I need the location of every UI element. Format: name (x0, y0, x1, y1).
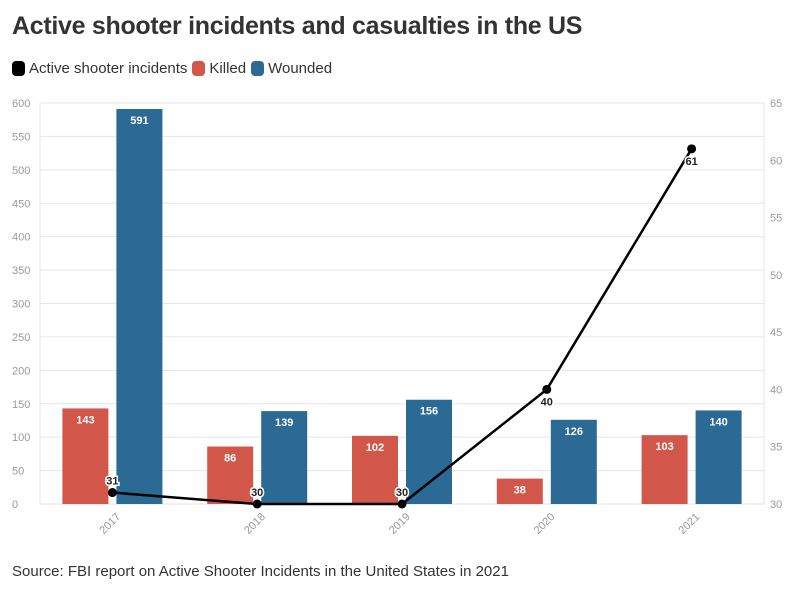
y-left-tick-label: 0 (12, 499, 18, 511)
y-right-tick-label: 30 (770, 499, 782, 511)
bar-killed (62, 408, 109, 504)
data-label-wounded: 591 (130, 115, 148, 127)
y-left-tick-label: 150 (12, 399, 30, 411)
x-tick-label: 2017 (97, 511, 123, 537)
x-tick-label: 2018 (242, 511, 268, 537)
data-label-incidents: 30 (396, 487, 408, 499)
data-label-killed: 103 (655, 441, 673, 453)
y-left-tick-label: 200 (12, 365, 30, 377)
x-tick-label: 2021 (677, 511, 703, 537)
source-note: Source: FBI report on Active Shooter Inc… (12, 563, 509, 580)
y-left-tick-label: 100 (12, 432, 30, 444)
bar-killed (641, 435, 688, 504)
bar-wounded (116, 109, 163, 504)
data-label-wounded: 140 (709, 416, 727, 428)
legend: Active shooter incidents Killed Wounded (12, 60, 337, 77)
legend-swatch-incidents (12, 61, 25, 76)
data-label-wounded: 139 (275, 417, 293, 429)
bar-wounded (261, 411, 308, 504)
y-left-tick-label: 400 (12, 232, 30, 244)
line-incidents (112, 148, 693, 506)
legend-item-wounded[interactable]: Wounded (251, 60, 332, 77)
legend-swatch-wounded (251, 61, 265, 76)
data-label-wounded: 156 (420, 406, 438, 418)
bar-killed (352, 435, 398, 504)
point-incidents (397, 499, 407, 509)
y-right-tick-label: 55 (770, 213, 782, 225)
bar-wounded (406, 399, 452, 504)
legend-label-wounded: Wounded (268, 60, 333, 77)
y-right-tick-label: 40 (770, 384, 782, 396)
y-right-tick-label: 50 (770, 270, 782, 282)
chart-title: Active shooter incidents and casualties … (12, 12, 583, 40)
bar-killed (207, 446, 254, 504)
legend-label-killed: Killed (209, 60, 247, 77)
data-label-incidents: 31 (106, 476, 118, 488)
data-label-incidents: 61 (685, 156, 697, 168)
point-incidents (542, 384, 552, 394)
legend-item-incidents[interactable]: Active shooter incidents (12, 60, 187, 77)
y-left-tick-label: 50 (12, 466, 24, 478)
legend-item-killed[interactable]: Killed (192, 60, 246, 77)
bar-killed (496, 478, 543, 504)
y-right-tick-label: 45 (770, 327, 782, 339)
x-tick-label: 2020 (532, 511, 558, 537)
data-label-killed: 102 (366, 442, 384, 454)
point-incidents (107, 488, 117, 498)
point-incidents (252, 499, 262, 509)
y-left-tick-label: 500 (12, 165, 30, 177)
y-left-tick-label: 300 (12, 299, 30, 311)
y-right-tick-label: 35 (770, 442, 782, 454)
data-label-incidents: 40 (541, 396, 553, 408)
legend-label-incidents: Active shooter incidents (29, 60, 188, 77)
bar-wounded (550, 419, 597, 504)
bar-wounded (695, 410, 742, 504)
x-tick-label: 2019 (387, 511, 413, 537)
y-left-tick-label: 600 (12, 98, 30, 110)
y-left-tick-label: 250 (12, 332, 30, 344)
data-label-wounded: 126 (565, 426, 583, 438)
y-right-tick-label: 65 (770, 98, 782, 110)
point-incidents (687, 144, 697, 154)
legend-swatch-killed (192, 61, 206, 76)
y-left-tick-label: 450 (12, 198, 30, 210)
y-left-tick-label: 550 (12, 131, 30, 143)
data-label-killed: 143 (76, 414, 94, 426)
data-label-killed: 86 (224, 453, 236, 465)
y-left-tick-label: 350 (12, 265, 30, 277)
data-label-incidents: 30 (251, 487, 263, 499)
data-label-killed: 38 (514, 485, 526, 497)
y-right-tick-label: 60 (770, 155, 782, 167)
